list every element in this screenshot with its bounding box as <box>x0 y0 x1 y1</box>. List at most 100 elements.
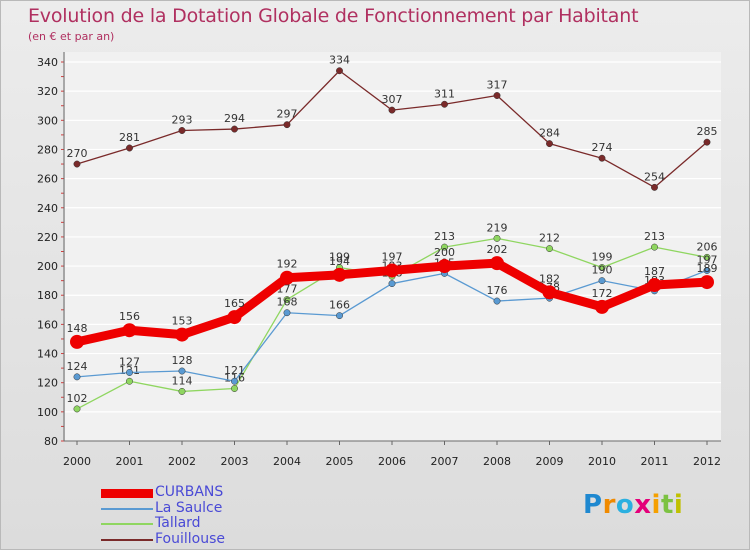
data-label: 274 <box>592 141 613 154</box>
y-tick-label: 340 <box>37 56 58 69</box>
data-label: 127 <box>119 355 140 368</box>
data-label: 307 <box>382 93 403 106</box>
data-point <box>227 310 242 325</box>
y-tick-label: 180 <box>37 289 58 302</box>
data-point <box>598 154 606 162</box>
data-label: 200 <box>434 246 455 259</box>
data-point <box>73 373 81 381</box>
proxiti-logo: Proxiti <box>583 490 683 520</box>
data-point <box>332 267 347 282</box>
data-point <box>73 160 81 168</box>
data-point <box>546 140 553 148</box>
data-point <box>336 67 343 75</box>
data-point <box>700 275 714 290</box>
data-point <box>70 334 84 349</box>
data-label: 199 <box>592 251 613 264</box>
data-point <box>126 369 133 376</box>
series-la-saulce: 124127128121168166188195176178190183197 <box>67 253 718 385</box>
x-tick-label: 2005 <box>326 455 354 468</box>
legend-swatch <box>101 538 153 541</box>
data-label: 102 <box>67 392 88 405</box>
data-label: 153 <box>172 315 193 328</box>
data-point <box>437 259 452 274</box>
data-label: 219 <box>487 221 508 234</box>
data-label: 156 <box>119 310 140 323</box>
data-point <box>441 243 448 251</box>
data-point <box>493 234 501 242</box>
data-point <box>546 245 553 253</box>
data-label: 168 <box>277 296 298 309</box>
data-label: 189 <box>697 262 718 275</box>
data-label: 182 <box>539 272 560 285</box>
y-tick-label: 300 <box>37 114 58 127</box>
y-tick-label: 160 <box>37 318 58 331</box>
data-point <box>493 297 501 305</box>
data-label: 270 <box>67 147 88 160</box>
x-tick-label: 2010 <box>588 455 616 468</box>
logo-letter: i <box>673 490 684 520</box>
data-label: 121 <box>224 364 245 377</box>
legend-label: La Saulce <box>155 499 223 516</box>
data-label: 281 <box>119 131 140 144</box>
data-label: 197 <box>382 250 403 263</box>
data-label: 165 <box>224 297 245 310</box>
data-point <box>598 264 606 271</box>
x-tick-label: 2011 <box>641 455 669 468</box>
data-label: 254 <box>644 170 665 183</box>
data-point <box>178 387 186 395</box>
y-tick-label: 220 <box>37 231 58 244</box>
data-point <box>385 263 399 278</box>
data-point <box>598 277 606 285</box>
data-label: 297 <box>277 108 298 121</box>
data-point <box>283 296 291 304</box>
data-label: 206 <box>697 240 718 253</box>
y-tick-label: 140 <box>37 348 58 361</box>
data-label: 172 <box>592 287 613 300</box>
data-point <box>231 385 238 392</box>
legend-label: CURBANS <box>155 484 224 500</box>
data-label: 190 <box>592 264 613 277</box>
data-label: 124 <box>67 360 88 373</box>
data-point <box>595 299 609 314</box>
data-label: 212 <box>539 232 560 245</box>
plot-area <box>65 52 721 441</box>
data-point <box>651 243 658 251</box>
data-label: 194 <box>329 255 350 268</box>
x-tick-label: 2003 <box>221 455 249 468</box>
data-point <box>175 327 189 342</box>
data-point <box>703 253 711 261</box>
y-tick-label: 240 <box>37 202 58 215</box>
data-point <box>336 312 343 320</box>
logo-letter: o <box>615 490 635 520</box>
data-point <box>490 256 504 271</box>
data-point <box>126 377 133 385</box>
data-label: 114 <box>172 374 193 387</box>
data-label: 293 <box>172 114 193 127</box>
chart-title: Evolution de la Dotation Globale de Fonc… <box>28 5 639 27</box>
data-label: 311 <box>434 87 455 100</box>
data-label: 294 <box>224 112 245 125</box>
y-tick-label: 80 <box>44 435 58 448</box>
data-point <box>231 377 238 385</box>
data-label: 148 <box>67 322 88 335</box>
x-tick-label: 2001 <box>116 455 144 468</box>
logo-letter: t <box>660 490 674 520</box>
y-tick-label: 320 <box>37 85 58 98</box>
data-label: 176 <box>487 284 508 297</box>
y-tick-label: 280 <box>37 143 58 156</box>
data-label: 166 <box>329 299 350 312</box>
data-point <box>542 285 557 300</box>
data-label: 128 <box>172 354 193 367</box>
y-tick-label: 120 <box>37 377 58 390</box>
x-tick-label: 2012 <box>693 455 721 468</box>
data-label: 285 <box>697 125 718 138</box>
chart-subtitle: (en € et par an) <box>28 30 115 43</box>
data-point <box>388 106 396 114</box>
data-point <box>703 267 711 274</box>
logo-letter: x <box>634 490 652 520</box>
x-tick-label: 2006 <box>378 455 406 468</box>
x-tick-label: 2004 <box>273 455 301 468</box>
legend-label: Fouillouse <box>155 530 226 547</box>
